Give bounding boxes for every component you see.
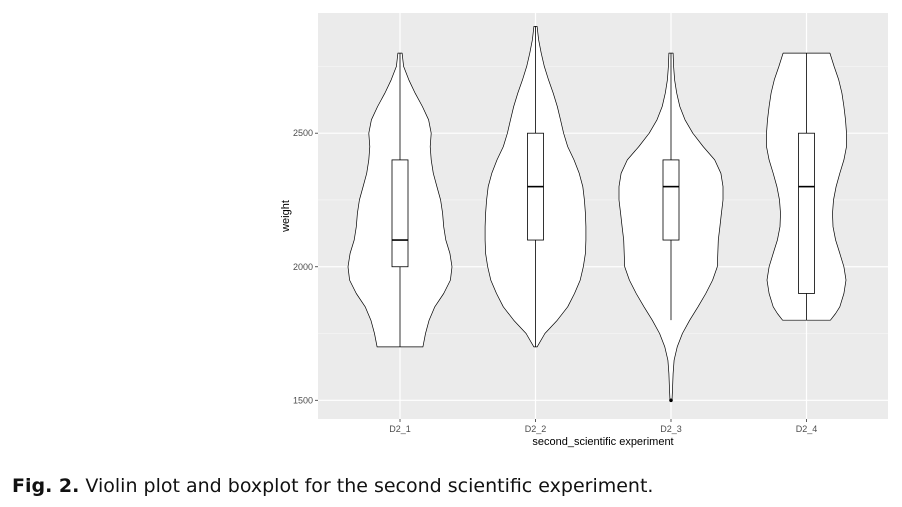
violin-group-d2-1 bbox=[347, 52, 453, 348]
violins bbox=[347, 26, 847, 403]
x-tick-label: D2_3 bbox=[660, 424, 682, 434]
box bbox=[798, 132, 815, 294]
x-tick-label: D2_2 bbox=[525, 424, 547, 434]
box bbox=[662, 159, 680, 241]
caption-text: Violin plot and boxplot for the second s… bbox=[79, 475, 654, 497]
outlier-point bbox=[669, 398, 673, 403]
y-tick-label: 2000 bbox=[293, 262, 313, 272]
axes: 1500 2000 2500 D2_1 D2_2 D2_3 D2_4 bbox=[293, 128, 817, 434]
violin-group-d2-2 bbox=[484, 26, 587, 348]
x-tick-label: D2_4 bbox=[796, 424, 818, 434]
caption-label: Fig. 2. bbox=[12, 475, 80, 497]
violin-group-d2-4 bbox=[766, 52, 847, 321]
figure-caption: Fig. 2. Violin plot and boxplot for the … bbox=[12, 475, 653, 497]
box bbox=[391, 159, 409, 268]
violin-group-d2-3 bbox=[618, 52, 724, 403]
x-axis-title: second_scientific experiment bbox=[532, 436, 673, 448]
y-tick-label: 2500 bbox=[293, 128, 313, 138]
x-tick-label: D2_1 bbox=[389, 424, 411, 434]
y-tick-label: 1500 bbox=[293, 395, 313, 405]
violin-chart: 1500 2000 2500 D2_1 D2_2 D2_3 D2_4 second_scie… bbox=[280, 13, 888, 448]
y-axis-title: weight bbox=[280, 200, 292, 233]
